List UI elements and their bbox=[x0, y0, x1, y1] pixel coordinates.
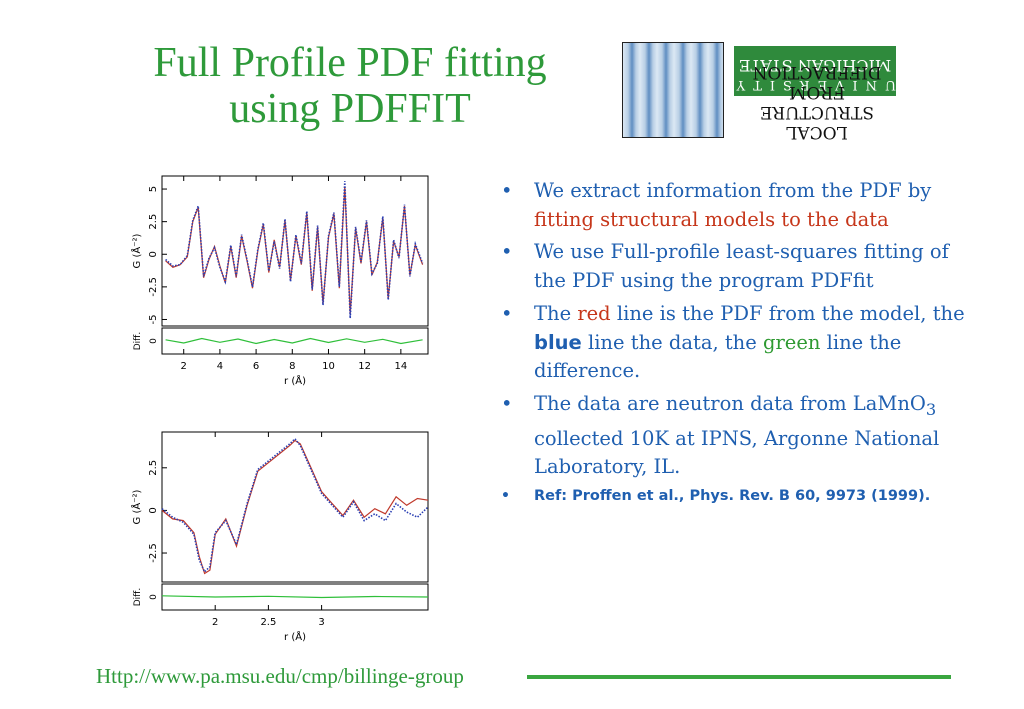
x-tick-label: 2.5 bbox=[260, 617, 276, 628]
red-word: red bbox=[577, 301, 611, 325]
x-tick-label: 3 bbox=[318, 617, 324, 628]
y-tick-label: 2.5 bbox=[148, 214, 159, 230]
y-tick-label: -2.5 bbox=[148, 277, 159, 297]
reference-item: Ref: Proffen et al., Phys. Rev. B 60, 99… bbox=[499, 486, 969, 506]
x-tick-label: 2 bbox=[212, 617, 218, 628]
diff-tick-label: 0 bbox=[149, 338, 159, 344]
difference-plot-frame bbox=[161, 327, 429, 355]
diff-tick-label: 0 bbox=[149, 594, 159, 600]
main-plot-frame bbox=[161, 175, 429, 327]
local-structure-logo: LOCAL STRUCTURE FROM DIFFRACTION bbox=[732, 62, 902, 142]
difference-series-line bbox=[165, 337, 423, 345]
bullet-list: We extract information from the PDF by f… bbox=[499, 177, 969, 510]
bullet-item-1: We extract information from the PDF by f… bbox=[499, 177, 969, 234]
y-axis-label: G (Å⁻²) bbox=[130, 489, 143, 524]
y-tick-label: 2.5 bbox=[148, 460, 159, 476]
blue-word: blue bbox=[534, 330, 582, 354]
bullet-item-3: The red line is the PDF from the model, … bbox=[499, 300, 969, 386]
highlight-fitting-models: fitting structural models to the data bbox=[534, 207, 889, 231]
x-tick-label: 12 bbox=[358, 361, 371, 372]
bullet-item-2: We use Full-profile least-squares fittin… bbox=[499, 238, 969, 295]
pdf-fit-chart-wide-range: 2 4 6 8 10 12 14 5 2.5 0 -2.5 -5 0 G (Å⁻²) Diff. r (Å) bbox=[130, 175, 429, 387]
lsd-logo-line-2: FROM DIFFRACTION bbox=[752, 62, 882, 102]
data-series-dots bbox=[161, 437, 429, 574]
x-axis-label: r (Å) bbox=[284, 374, 306, 387]
x-tick-label: 6 bbox=[253, 361, 259, 372]
footer-divider bbox=[527, 675, 951, 679]
slide-title: Full Profile PDF fitting using PDFFIT bbox=[90, 40, 610, 132]
y-tick-label: -2.5 bbox=[148, 543, 159, 563]
green-word: green bbox=[762, 330, 821, 354]
x-tick-label: 8 bbox=[289, 361, 295, 372]
bullet-item-4: The data are neutron data from LaMnO3 co… bbox=[499, 390, 969, 482]
data-series-dots bbox=[165, 181, 424, 319]
lsd-logo-line-1: LOCAL STRUCTURE bbox=[760, 102, 874, 142]
footer-url: Http://www.pa.msu.edu/cmp/billinge-group bbox=[96, 664, 464, 688]
title-line-2: using PDFFIT bbox=[229, 86, 471, 132]
x-tick-label: 2 bbox=[181, 361, 187, 372]
y-tick-label: 0 bbox=[148, 251, 159, 257]
x-tick-label: 4 bbox=[217, 361, 223, 372]
x-tick-label: 10 bbox=[322, 361, 335, 372]
x-axis-label: r (Å) bbox=[284, 630, 306, 643]
title-line-1: Full Profile PDF fitting bbox=[153, 40, 547, 86]
diff-axis-label: Diff. bbox=[133, 332, 143, 351]
main-plot-frame bbox=[161, 431, 429, 583]
model-series-line bbox=[161, 439, 429, 575]
y-tick-label: 5 bbox=[148, 186, 159, 192]
difference-series-line bbox=[161, 595, 429, 599]
stripes-logo-image bbox=[622, 42, 724, 138]
y-axis-label: G (Å⁻²) bbox=[130, 233, 143, 268]
y-tick-label: 0 bbox=[148, 507, 159, 513]
pdf-fit-chart-low-range: 2 2.5 3 2.5 0 -2.5 0 G (Å⁻²) Diff. r (Å) bbox=[130, 431, 429, 643]
x-tick-label: 14 bbox=[394, 361, 407, 372]
diff-axis-label: Diff. bbox=[133, 588, 143, 607]
y-tick-label: -5 bbox=[148, 314, 159, 324]
